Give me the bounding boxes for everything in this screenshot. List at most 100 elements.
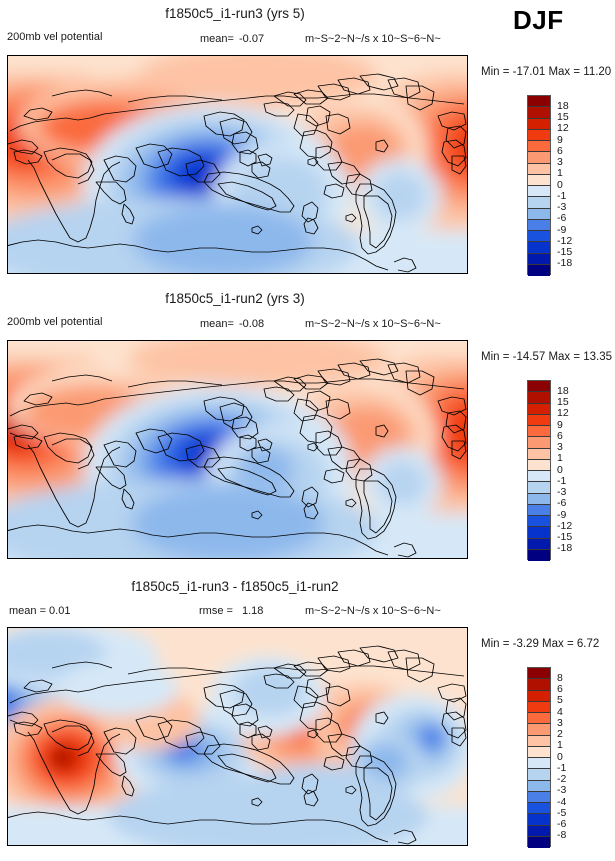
colorbar-tick-label: -18 xyxy=(557,542,573,555)
mean-stat-value: -0.08 xyxy=(239,318,265,330)
colorbar-tick-label: 0 xyxy=(557,178,563,191)
colorbar-tick-label: -9 xyxy=(557,508,567,521)
colorbar-swatch xyxy=(528,701,550,713)
colorbar-diff: 8 6 5 4 3 2 1 0 -1 -2 -3 -4 -5 -6 -8 xyxy=(527,667,597,848)
colorbar-labels: 8 6 5 4 3 2 1 0 -1 -2 -3 -4 -5 -6 -8 xyxy=(557,667,597,847)
colorbar-tick-label: 15 xyxy=(557,396,569,408)
colorbar-swatch xyxy=(528,129,550,141)
minmax-label: Min = -17.01 Max = 11.20 xyxy=(481,66,612,78)
panel-title: f1850c5_i1-run3 (yrs 5) xyxy=(165,6,305,21)
colorbar-swatch xyxy=(528,825,550,837)
colorbar-swatch xyxy=(528,174,550,186)
panel-title: f1850c5_i1-run2 (yrs 3) xyxy=(165,291,305,306)
colorbar-tick-label: 12 xyxy=(557,122,569,135)
colorbar-swatch xyxy=(528,437,550,449)
colorbar-tick-label: -3 xyxy=(557,486,567,498)
mean-stat-label: mean= xyxy=(200,318,234,330)
colorbar-swatch xyxy=(528,758,550,770)
map-run2 xyxy=(7,340,468,559)
colorbar-swatch xyxy=(528,493,550,505)
colorbar-tick-label: -8 xyxy=(557,829,567,842)
map-svg xyxy=(8,341,467,558)
colorbar-swatch xyxy=(528,746,550,758)
colorbar-tick-label: 6 xyxy=(557,429,563,442)
colorbar-swatch xyxy=(528,516,550,528)
map-diff xyxy=(7,627,468,846)
units-label: m~S~2~N~/s x 10~S~6~N~ xyxy=(305,33,441,45)
colorbar-swatch xyxy=(528,426,550,438)
colorbar-swatch xyxy=(528,527,550,539)
colorbar-swatch xyxy=(528,208,550,220)
colorbar-swatch xyxy=(528,724,550,736)
colorbar-tick-label: -1 xyxy=(557,761,567,774)
units-label: m~S~2~N~/s x 10~S~6~N~ xyxy=(305,605,441,617)
colorbar-tick-label: -2 xyxy=(557,773,567,785)
colorbar-swatches xyxy=(527,667,551,848)
colorbar-swatch xyxy=(528,197,550,209)
colorbar-tick-label: 12 xyxy=(557,407,569,420)
colorbar-swatch xyxy=(528,814,550,826)
colorbar-tick-label: 18 xyxy=(557,99,569,112)
colorbar-swatch xyxy=(528,780,550,792)
mean-stat-value: -0.07 xyxy=(239,33,265,45)
colorbar-tick-label: 0 xyxy=(557,463,563,476)
colorbar-swatch xyxy=(528,403,550,415)
colorbar-tick-label: 9 xyxy=(557,418,563,431)
colorbar-tick-label: -12 xyxy=(557,234,573,247)
colorbar-swatch xyxy=(528,504,550,516)
colorbar-tick-label: 15 xyxy=(557,111,569,123)
colorbar-tick-label: -4 xyxy=(557,795,567,808)
minmax-label: Min = -3.29 Max = 6.72 xyxy=(481,638,600,650)
colorbar-run2: 18 15 12 9 6 3 1 0 -1 -3 -6 -9 -12 -15 -18 xyxy=(527,380,597,561)
minmax-label: Min = -14.57 Max = 13.35 xyxy=(481,351,613,363)
colorbar-tick-label: 4 xyxy=(557,705,563,718)
panel-title: f1850c5_i1-run3 - f1850c5_i1-run2 xyxy=(131,579,339,594)
colorbar-tick-label: -9 xyxy=(557,223,567,236)
colorbar-swatch xyxy=(528,836,550,848)
colorbar-swatch xyxy=(528,219,550,231)
colorbar-tick-label: -5 xyxy=(557,806,567,819)
colorbar-tick-label: -1 xyxy=(557,474,567,487)
colorbar-swatch xyxy=(528,735,550,747)
colorbar-tick-label: 18 xyxy=(557,384,569,397)
colorbar-tick-label: 6 xyxy=(557,144,563,157)
rmse-stat-label: rmse = xyxy=(199,605,233,617)
colorbar-swatch xyxy=(528,471,550,483)
panel-run3: f1850c5_i1-run3 (yrs 5) 200mb vel potent… xyxy=(0,0,615,285)
colorbar-tick-label: -18 xyxy=(557,257,573,270)
field-label: 200mb vel potential xyxy=(7,31,103,43)
colorbar-swatch xyxy=(528,242,550,254)
colorbar-labels: 18 15 12 9 6 3 1 0 -1 -3 -6 -9 -12 -15 -18 xyxy=(557,380,597,560)
colorbar-swatch xyxy=(528,713,550,725)
colorbar-tick-label: 3 xyxy=(557,441,563,453)
colorbar-tick-label: -3 xyxy=(557,784,567,797)
colorbar-swatch xyxy=(528,231,550,243)
colorbar-swatches xyxy=(527,95,551,276)
colorbar-tick-label: 2 xyxy=(557,728,563,740)
colorbar-swatch xyxy=(528,152,550,164)
colorbar-swatch xyxy=(528,549,550,561)
colorbar-swatch xyxy=(528,538,550,550)
colorbar-swatch xyxy=(528,414,550,426)
colorbar-swatch xyxy=(528,264,550,276)
colorbar-tick-label: -6 xyxy=(557,212,567,225)
colorbar-tick-label: 6 xyxy=(557,683,563,695)
mean-stat-label: mean= xyxy=(200,33,234,45)
colorbar-swatch xyxy=(528,253,550,265)
field-label: 200mb vel potential xyxy=(7,316,103,328)
colorbar-tick-label: -6 xyxy=(557,818,567,830)
rmse-stat-value: 1.18 xyxy=(242,605,264,617)
colorbar-swatch xyxy=(528,791,550,803)
colorbar-swatch xyxy=(528,769,550,781)
map-svg xyxy=(8,56,467,273)
colorbar-swatch xyxy=(528,118,550,130)
colorbar-run3: 18 15 12 9 6 3 1 0 -1 -3 -6 -9 -12 -15 -18 xyxy=(527,95,597,276)
panel-diff: f1850c5_i1-run3 - f1850c5_i1-run2 mean =… xyxy=(0,572,615,861)
colorbar-tick-label: 1 xyxy=(557,739,563,752)
colorbar-swatch xyxy=(528,392,550,404)
colorbar-tick-label: -1 xyxy=(557,189,567,202)
colorbar-tick-label: 9 xyxy=(557,133,563,146)
colorbar-swatch xyxy=(528,448,550,460)
map-svg xyxy=(8,628,467,845)
colorbar-tick-label: -12 xyxy=(557,519,573,532)
